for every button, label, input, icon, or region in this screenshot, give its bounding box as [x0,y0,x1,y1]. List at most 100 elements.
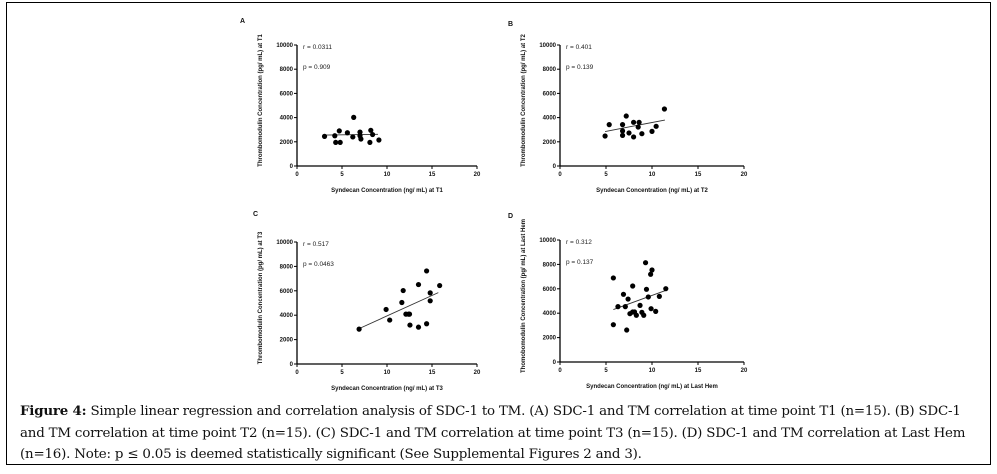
data-point [424,321,430,327]
x-axis-title: Syndecan Concentration (ng/ mL) at T3 [331,386,443,392]
y-tick-label: 4000 [280,116,294,122]
y-tick-label: 10000 [276,240,293,246]
x-tick-label: 0 [558,368,562,374]
data-point [427,298,433,304]
data-point [427,290,433,296]
data-point [630,283,636,289]
data-point [619,132,626,138]
y-tick-label: 10000 [276,43,293,49]
data-point [648,271,654,277]
data-point [626,130,632,136]
data-point [610,275,616,281]
data-point [356,326,362,332]
data-point [333,139,339,146]
x-tick-label: 20 [741,368,748,374]
data-point [606,122,612,128]
data-point [368,127,374,133]
data-point [376,137,382,143]
data-point [387,317,393,323]
regression-line [604,119,665,132]
x-tick-label: 0 [558,172,562,178]
data-point [351,114,357,120]
data-point [344,130,350,136]
panel-label: B [508,21,513,28]
panel-label: A [240,18,245,25]
caption-text: Simple linear regression and correlation… [20,404,966,462]
data-point [653,308,659,314]
y-tick-label: 6000 [543,91,557,97]
data-point [643,286,650,292]
y-tick-label: 4000 [280,313,294,319]
x-tick-label: 10 [649,172,656,178]
x-tick-label: 10 [649,368,656,374]
x-tick-label: 5 [604,368,608,374]
y-axis-title: Thrombomodulin Concentration (pg/ mL) at… [258,34,264,167]
data-point [602,133,608,139]
data-point [367,139,373,146]
y-axis-title: Thomobomodulin Concentration (pg/ mL) at… [521,219,527,373]
data-point [337,139,343,146]
panel-label: C [253,211,258,218]
data-point [648,306,654,312]
data-point [619,122,626,128]
y-tick-label: 2000 [280,140,294,146]
y-tick-label: 2000 [543,336,557,342]
y-tick-label: 8000 [543,67,557,73]
y-tick-label: 6000 [543,287,557,293]
y-tick-label: 0 [553,164,557,170]
data-point [636,119,642,125]
x-axis-title: Syndecan Concentration (ng/ mL) at T1 [331,188,443,194]
data-point [321,133,328,139]
data-point [437,282,443,289]
r-value: r = 0.312 [566,239,592,246]
data-point [424,268,430,274]
x-tick-label: 20 [474,370,481,376]
data-point [407,322,413,328]
y-tick-label: 10000 [539,43,556,49]
p-value: p = 0.139 [566,64,594,71]
x-tick-label: 15 [429,370,436,376]
data-point [661,106,668,112]
y-axis-title: Thrombomodulin Concentration (pg/ mL) at… [258,231,264,364]
data-point [645,294,651,300]
data-point [631,134,637,140]
x-tick-label: 5 [340,370,344,376]
x-tick-label: 15 [695,368,702,374]
data-point [623,113,629,119]
data-point [357,129,363,135]
y-tick-label: 0 [290,362,294,368]
data-point [620,291,627,297]
x-tick-label: 20 [474,172,481,178]
data-point [653,123,659,129]
data-point [624,327,630,333]
y-tick-label: 0 [290,164,294,170]
data-point [637,302,643,308]
y-tick-label: 2000 [543,140,557,146]
data-point [383,306,389,313]
x-tick-label: 5 [604,172,608,178]
data-point [399,299,405,306]
p-value: p = 0.909 [303,64,331,71]
x-tick-label: 10 [384,370,391,376]
figure-frame [6,2,991,465]
y-tick-label: 0 [553,360,557,366]
p-value: p = 0.0463 [303,261,334,268]
data-point [358,136,364,142]
p-value: p = 0.137 [566,259,594,266]
x-axis-title: Syndecan Concentration (ng/ mL) at Last … [586,384,718,390]
data-point [625,296,631,302]
data-point [370,131,376,138]
data-point [641,312,647,318]
data-point [663,286,669,292]
data-point [656,293,662,299]
y-tick-label: 10000 [539,238,556,244]
panel-label: D [508,213,513,220]
y-tick-label: 2000 [280,338,294,344]
data-point [649,128,655,134]
caption-label: Figure 4: [20,403,87,419]
r-value: r = 0.401 [566,44,592,51]
data-point [631,119,637,125]
data-point [350,134,356,140]
regression-line [613,289,667,310]
y-tick-label: 4000 [543,116,557,122]
